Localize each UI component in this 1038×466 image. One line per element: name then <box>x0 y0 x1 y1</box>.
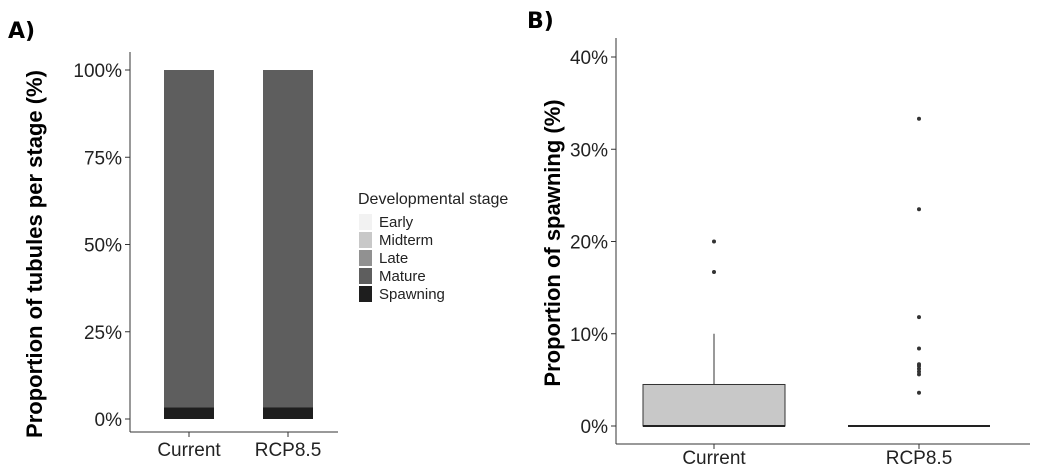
panel-b-ytick-label: 30% <box>570 140 608 161</box>
panel-b-xtick-label: Current <box>682 448 746 466</box>
panel-a-xtick-label: RCP8.5 <box>255 440 322 461</box>
legend-label-mature: Mature <box>379 268 426 285</box>
panel-b: B) 0% 10% 20% 30% 40% Current RCP8.5 Proporti… <box>527 9 1030 466</box>
panel-a-xticks: Current RCP8.5 <box>157 432 321 461</box>
bar-segment-mature <box>164 70 214 408</box>
legend-key-early <box>359 214 372 230</box>
legend-label-late: Late <box>379 250 408 267</box>
panel-b-ytick-label: 10% <box>570 325 608 346</box>
legend-key-mature <box>359 268 372 284</box>
outlier-point <box>917 366 921 371</box>
panel-a-ytick-label: 50% <box>84 236 122 257</box>
outlier-point <box>917 372 921 377</box>
legend-key-midterm <box>359 232 372 248</box>
panel-a-ytick-label: 0% <box>95 410 123 431</box>
outlier-point <box>917 362 921 367</box>
outlier-point <box>917 346 921 351</box>
panel-b-ytick-label: 0% <box>581 417 609 438</box>
outlier-point <box>917 207 921 212</box>
panel-a-xtick-label: Current <box>157 440 221 461</box>
outlier-point <box>712 239 716 244</box>
panel-a-yticks: 0% 25% 50% 75% 100% <box>73 61 130 431</box>
panel-a-ytick-label: 100% <box>73 61 122 82</box>
panel-a-bars <box>164 70 313 419</box>
legend-key-spawning <box>359 286 372 302</box>
panel-b-label: B) <box>527 9 554 34</box>
outlier-point <box>917 315 921 320</box>
panel-a-y-axis-title: Proportion of tubules per stage (%) <box>22 70 47 438</box>
legend-label-spawning: Spawning <box>379 286 445 303</box>
bar-segment-spawning <box>164 407 214 419</box>
bar-segment-mature <box>263 70 313 408</box>
panel-a-ytick-label: 25% <box>84 323 122 344</box>
legend-label-midterm: Midterm <box>379 232 433 249</box>
bar-segment-spawning <box>263 407 313 419</box>
panel-b-yticks: 0% 10% 20% 30% 40% <box>570 48 616 438</box>
panel-b-xticks: Current RCP8.5 <box>682 444 952 466</box>
outlier-point <box>712 269 716 274</box>
legend-title: Developmental stage <box>358 191 508 208</box>
panel-b-ytick-label: 40% <box>570 48 608 69</box>
legend-label-early: Early <box>379 214 414 231</box>
box-iqr <box>642 383 786 427</box>
panel-a-label: A) <box>8 19 35 44</box>
outlier-point <box>917 116 921 121</box>
panel-b-ytick-label: 20% <box>570 233 608 254</box>
panel-b-xtick-label: RCP8.5 <box>886 448 953 466</box>
panel-a: A) 0% 25% 50% 75% 100% Current RCP8.5 Proport… <box>8 19 338 461</box>
panel-b-boxes <box>642 116 990 427</box>
outlier-point <box>917 369 921 374</box>
legend-key-late <box>359 250 372 266</box>
legend: Developmental stage EarlyMidtermLateMatu… <box>358 191 508 303</box>
panel-b-y-axis-title: Proportion of spawning (%) <box>540 99 565 386</box>
outlier-point <box>917 390 921 395</box>
panel-a-ytick-label: 75% <box>84 148 122 169</box>
